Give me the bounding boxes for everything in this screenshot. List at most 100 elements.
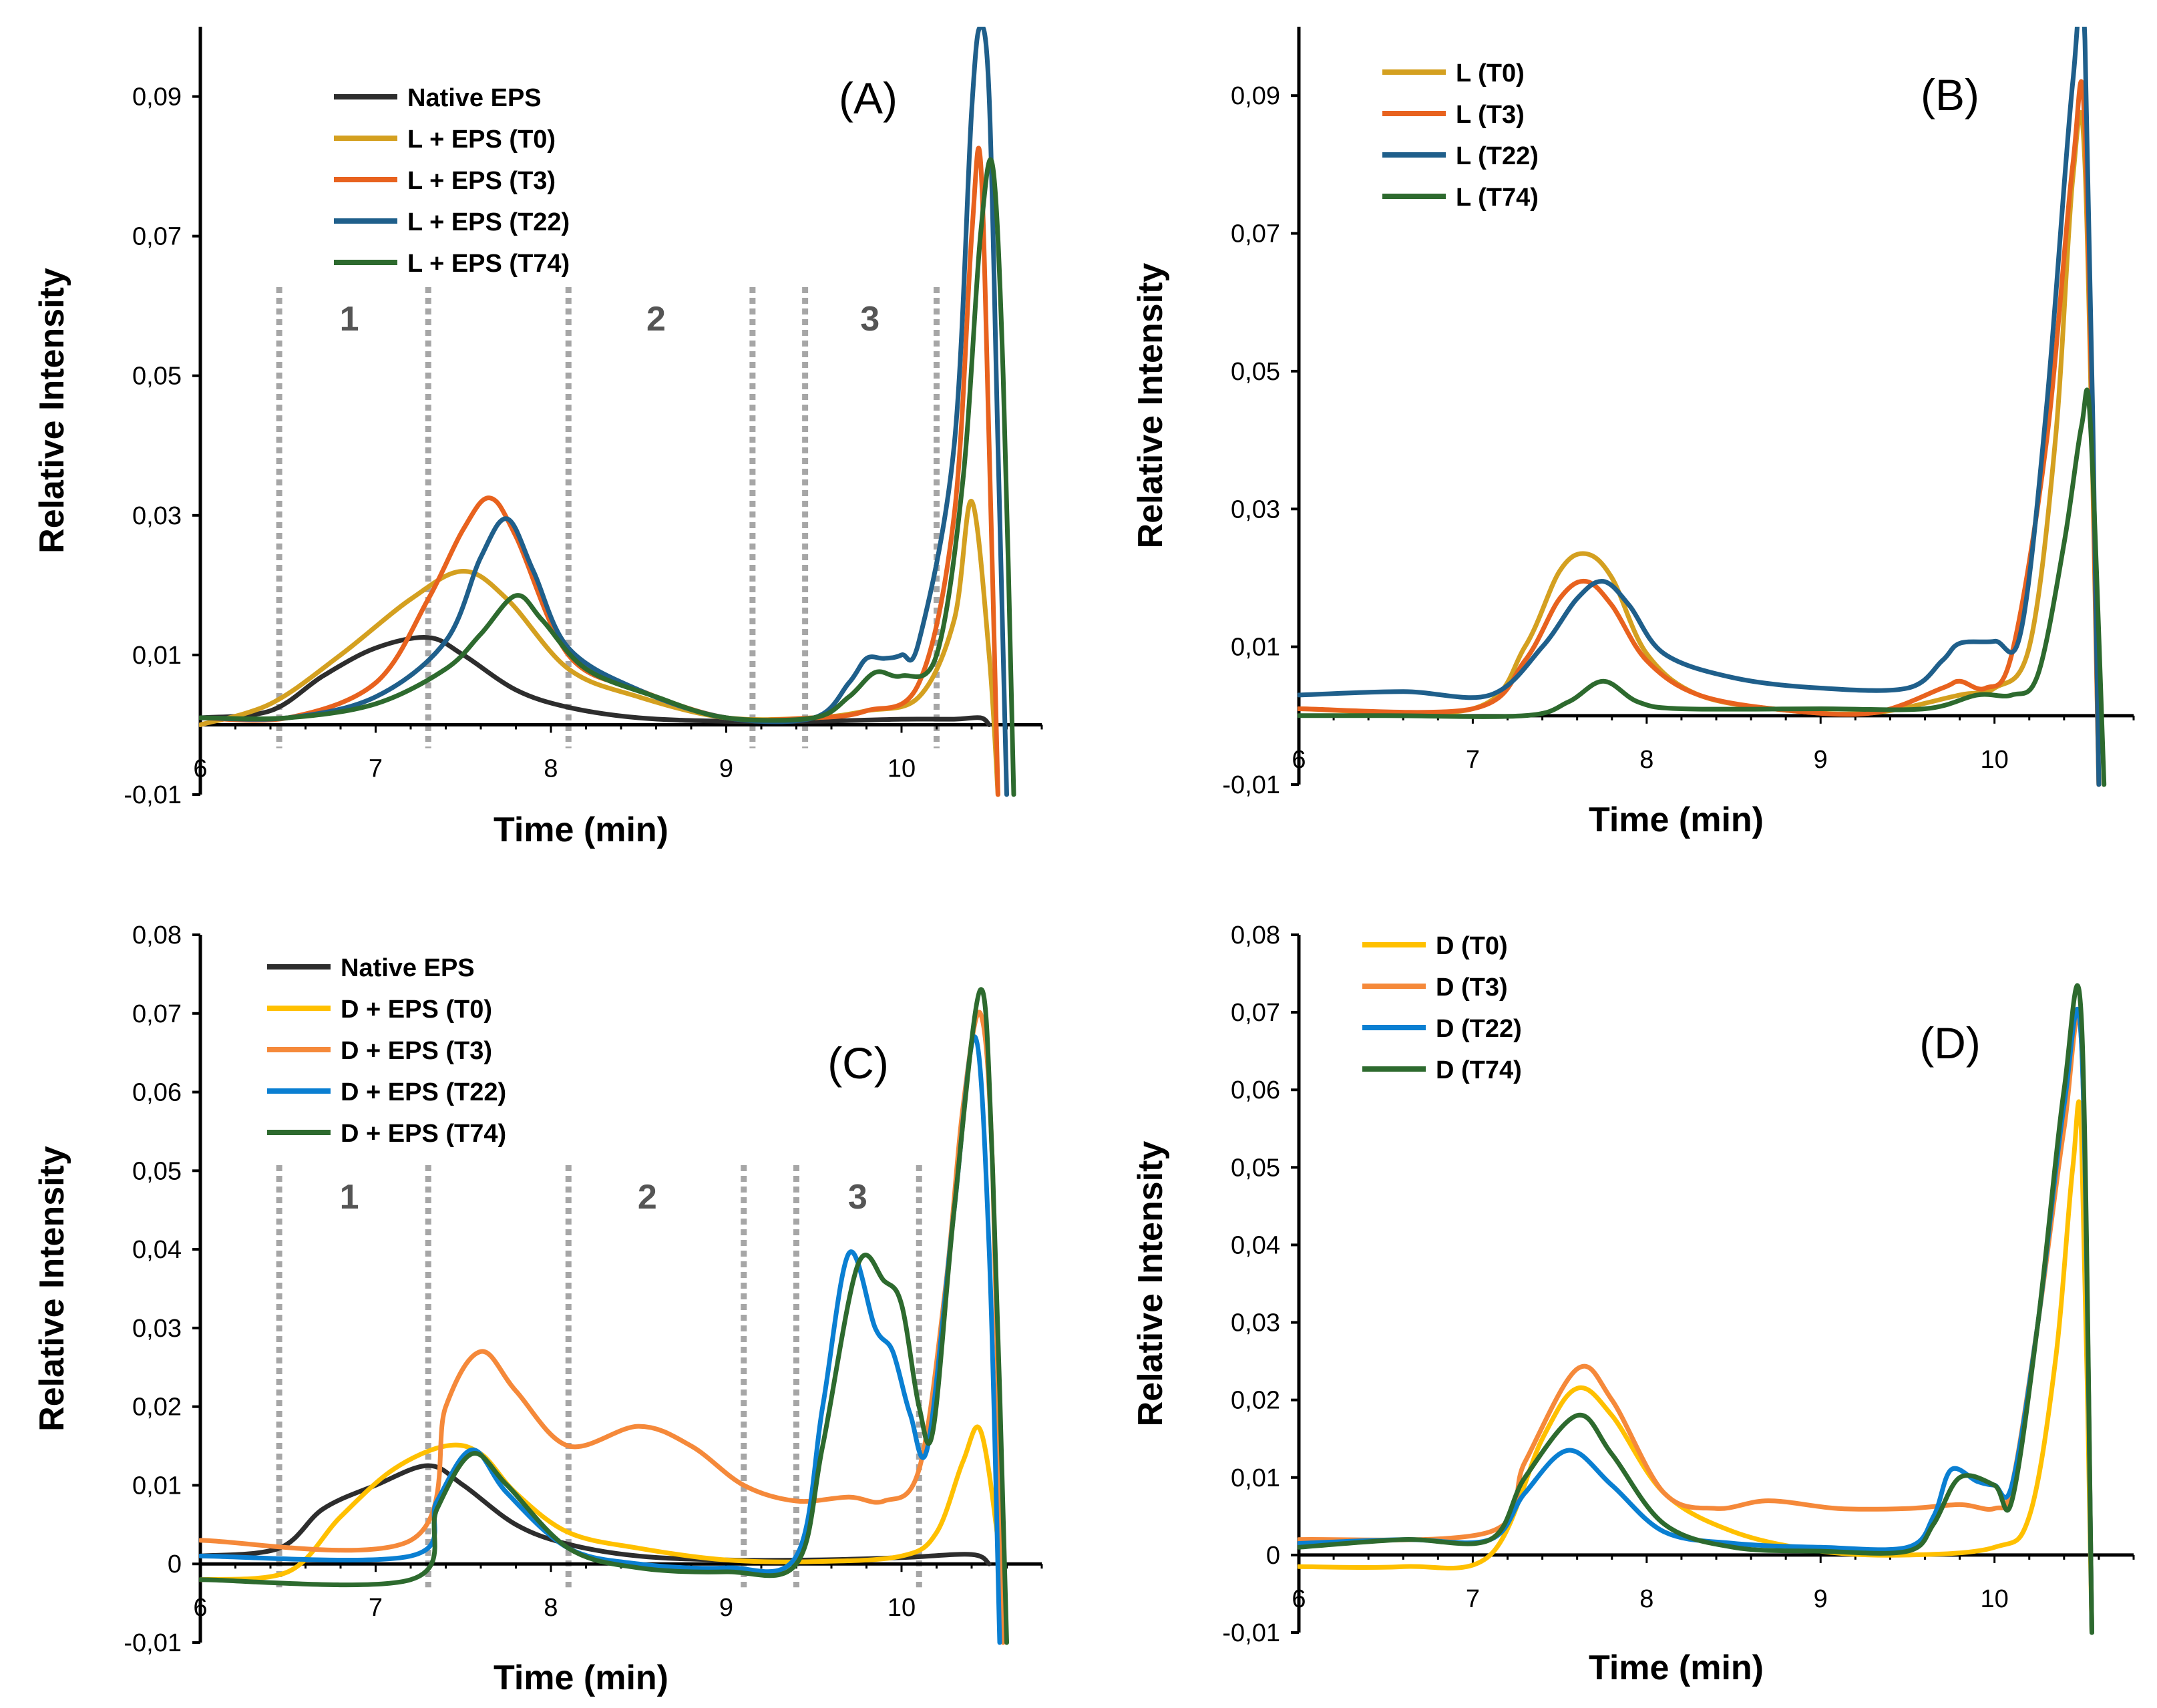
- legend-entry-3: L + EPS (T22): [407, 208, 570, 236]
- x-axis-title: Time (min): [494, 811, 668, 849]
- x-tick-label: 6: [193, 1594, 207, 1622]
- y-tick-label: 0,04: [132, 1236, 182, 1264]
- y-tick-label: 0,03: [1231, 1309, 1280, 1337]
- x-tick-label: 6: [1292, 1585, 1306, 1613]
- y-tick-label: -0,01: [124, 781, 182, 809]
- y-axis-title: Relative Intensity: [33, 1146, 71, 1432]
- series-line-1: [199, 1424, 1009, 1645]
- x-axis-title: Time (min): [494, 1659, 668, 1697]
- legend-entry-0: L (T0): [1456, 59, 1525, 87]
- x-tick-label: 6: [1292, 746, 1306, 774]
- y-tick-label: -0,01: [1222, 1619, 1280, 1647]
- y-tick-label: 0,07: [1231, 999, 1280, 1027]
- y-tick-label: 0,01: [132, 642, 182, 670]
- series-line-2: [1298, 27, 2102, 787]
- y-tick-label: 0,01: [1231, 634, 1280, 662]
- panel-label: (A): [839, 73, 898, 123]
- legend-entry-1: L (T3): [1456, 101, 1525, 129]
- legend-entry-0: Native EPS: [341, 954, 475, 982]
- y-tick-label: 0,03: [1231, 495, 1280, 523]
- chart-panel-0: 1 2 3 -0,01 0,01 0,03 0,05 0,07 0,09 6 7 8 9 10 Time (…: [33, 27, 1043, 849]
- legend-entry-3: D + EPS (T22): [341, 1078, 506, 1106]
- series-line-1: [199, 499, 1000, 797]
- region-label-1: 1: [340, 300, 359, 339]
- y-tick-label: 0,07: [1231, 220, 1280, 248]
- legend-entry-0: Native EPS: [407, 84, 542, 112]
- y-axis-title: Relative Intensity: [33, 268, 71, 554]
- series-line-3: [199, 1034, 1002, 1645]
- legend-entry-4: L + EPS (T74): [407, 250, 570, 278]
- legend-entry-2: L + EPS (T3): [407, 167, 556, 195]
- x-tick-label: 9: [1814, 746, 1828, 774]
- y-tick-label: 0,09: [132, 83, 182, 112]
- x-tick-label: 8: [544, 1594, 558, 1622]
- x-tick-label: 7: [369, 755, 383, 783]
- chart-panel-2: 1 2 3 -0,01 0 0,01 0,02 0,03 0,04 0,05 0,06 0,07 0,0…: [33, 921, 1043, 1697]
- y-tick-label: -0,01: [124, 1629, 182, 1657]
- y-tick-label: 0: [1266, 1542, 1280, 1570]
- legend-entry-4: D + EPS (T74): [341, 1120, 506, 1148]
- x-tick-label: 7: [1466, 746, 1480, 774]
- y-axis-title: Relative Intensity: [1131, 1141, 1170, 1427]
- region-label-3: 3: [848, 1178, 867, 1217]
- y-tick-label: 0,09: [1231, 82, 1280, 110]
- y-tick-label: 0,08: [1231, 921, 1280, 949]
- chart-panel-3: -0,01 0 0,01 0,02 0,03 0,04 0,05 0,06 0,07 0,08 6 7…: [1131, 921, 2135, 1687]
- x-tick-label: 8: [1639, 746, 1653, 774]
- series-line-4: [199, 157, 1016, 797]
- y-tick-label: 0,06: [1231, 1076, 1280, 1104]
- series-line-2: [199, 146, 1000, 797]
- series-line-0: [1298, 1099, 2094, 1635]
- y-axis-title: Relative Intensity: [1131, 263, 1170, 549]
- legend-entry-1: L + EPS (T0): [407, 126, 556, 154]
- legend-entry-2: L (T22): [1456, 142, 1539, 170]
- x-tick-label: 10: [1981, 746, 2009, 774]
- series-line-2: [199, 1010, 1006, 1645]
- y-tick-label: 0,01: [1231, 1464, 1280, 1492]
- y-tick-label: 0,07: [132, 223, 182, 251]
- y-tick-label: 0: [168, 1550, 182, 1578]
- region-label-1: 1: [340, 1178, 359, 1217]
- y-tick-label: 0,07: [132, 1000, 182, 1028]
- region-label-2: 2: [646, 300, 666, 339]
- y-tick-label: 0,02: [1231, 1387, 1280, 1415]
- region-label-2: 2: [638, 1178, 657, 1217]
- y-tick-label: -0,01: [1222, 771, 1280, 799]
- x-axis-title: Time (min): [1589, 1649, 1764, 1687]
- chart-panel-1: -0,01 0,01 0,03 0,05 0,07 0,09 6 7 8 9 10 Time (min…: [1131, 27, 2135, 839]
- y-tick-label: 0,05: [1231, 358, 1280, 386]
- panel-label: (D): [1919, 1018, 1981, 1068]
- legend-entry-1: D + EPS (T0): [341, 996, 492, 1024]
- legend-entry-2: D + EPS (T3): [341, 1037, 492, 1065]
- series-line-1: [1298, 79, 2102, 787]
- x-axis-title: Time (min): [1589, 801, 1764, 839]
- panel-label: (C): [827, 1038, 889, 1088]
- y-tick-label: 0,04: [1231, 1231, 1280, 1259]
- x-tick-label: 7: [1466, 1585, 1480, 1613]
- x-tick-label: 10: [1981, 1585, 2009, 1613]
- legend-entry-2: D (T22): [1436, 1015, 1522, 1043]
- series-line-0: [1298, 110, 2102, 787]
- legend-entry-0: D (T0): [1436, 932, 1508, 960]
- legend-entry-3: D (T74): [1436, 1056, 1522, 1084]
- legend-entry-3: L (T74): [1456, 184, 1539, 212]
- y-tick-label: 0,05: [132, 1157, 182, 1185]
- x-tick-label: 8: [544, 755, 558, 783]
- x-tick-label: 8: [1639, 1585, 1653, 1613]
- panel-label: (B): [1921, 70, 1979, 120]
- y-tick-label: 0,02: [132, 1394, 182, 1422]
- x-tick-label: 9: [1814, 1585, 1828, 1613]
- y-tick-label: 0,06: [132, 1079, 182, 1107]
- region-label-3: 3: [860, 300, 879, 339]
- series-line-3: [199, 27, 1009, 797]
- x-tick-label: 10: [888, 755, 916, 783]
- y-tick-label: 0,01: [132, 1472, 182, 1500]
- series-line-4: [199, 987, 1009, 1645]
- y-tick-label: 0,03: [132, 1315, 182, 1343]
- x-tick-label: 10: [888, 1594, 916, 1622]
- y-tick-label: 0,03: [132, 502, 182, 530]
- series-line-0: [199, 635, 992, 727]
- x-tick-label: 9: [719, 755, 733, 783]
- y-tick-label: 0,08: [132, 921, 182, 949]
